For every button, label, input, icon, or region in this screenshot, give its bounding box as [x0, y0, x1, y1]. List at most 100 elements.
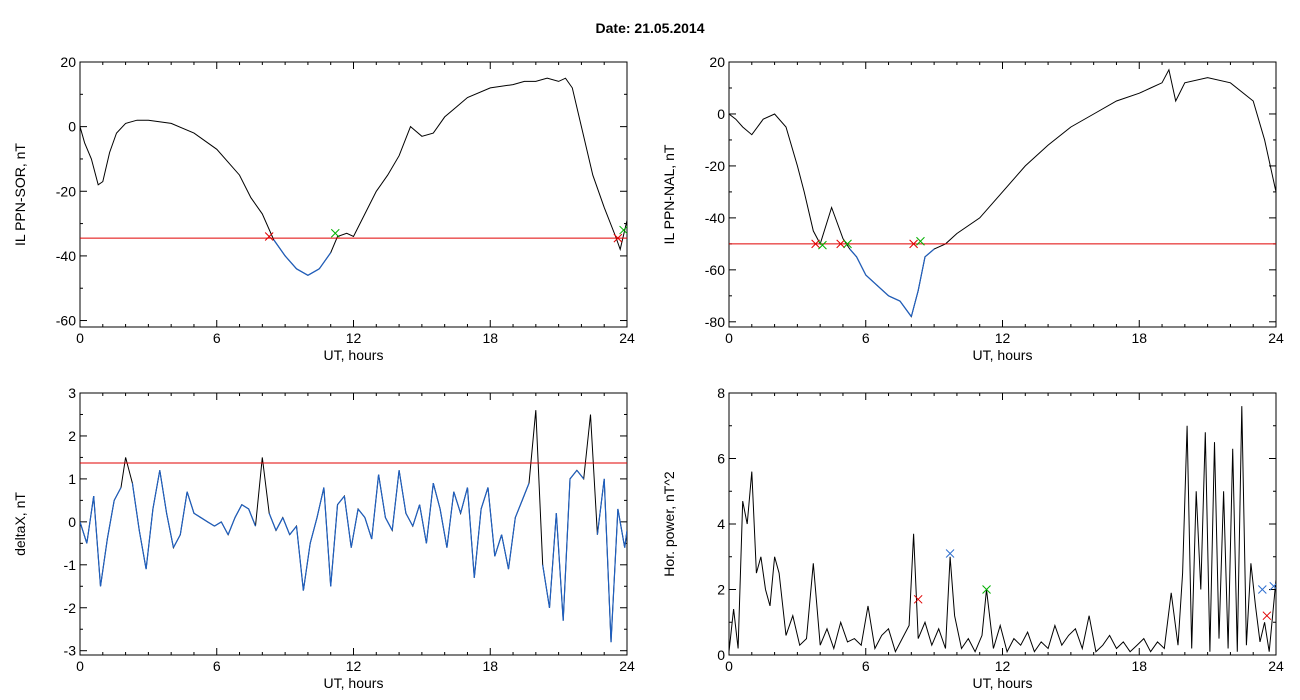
below-threshold-segment — [200, 517, 208, 523]
below-threshold-segment — [275, 517, 284, 531]
marker-blue — [1269, 581, 1276, 591]
page-title: Date: 21.05.2014 — [595, 20, 705, 36]
below-threshold-segment — [307, 268, 320, 276]
x-tick-label: 24 — [619, 330, 635, 346]
marker-stroke — [982, 585, 991, 594]
below-threshold-segment — [343, 496, 352, 548]
below-threshold-segment — [596, 478, 605, 535]
below-threshold-segment — [309, 517, 318, 544]
below-threshold-segment — [876, 284, 889, 297]
marker-green — [982, 585, 991, 594]
below-threshold-segment — [357, 508, 366, 518]
below-threshold-segment — [542, 564, 551, 608]
x-tick-label: 6 — [862, 658, 870, 674]
y-tick-label: -2 — [64, 600, 77, 616]
below-threshold-segment — [603, 478, 612, 643]
below-threshold-segment — [507, 517, 516, 570]
below-threshold-segment — [521, 482, 530, 501]
marker-red — [613, 233, 623, 243]
below-threshold-segment — [172, 534, 181, 548]
below-threshold-segment — [330, 504, 339, 587]
chart-panel-1: 0 6 12 18 24 -60 -40 -20 0 20 UT, hours IL PPN-SOR,… — [12, 54, 635, 363]
below-threshold-segment — [289, 525, 297, 536]
x-tick-label: 18 — [1131, 330, 1147, 346]
below-threshold-segment — [282, 517, 291, 535]
below-threshold-segment — [227, 517, 236, 535]
below-threshold-segment — [113, 487, 122, 501]
marker-stroke — [619, 225, 627, 235]
below-threshold-segment — [234, 504, 243, 518]
below-threshold-segment — [439, 508, 448, 548]
below-threshold-segment — [849, 248, 858, 258]
below-threshold-segment — [284, 255, 297, 270]
below-threshold-segment — [917, 256, 926, 291]
below-threshold-segment — [295, 526, 304, 591]
below-threshold-segment — [193, 512, 202, 519]
below-threshold-segment — [318, 252, 332, 270]
below-threshold-segment — [371, 474, 380, 540]
x-tick-label: 0 — [76, 658, 84, 674]
series-line-1 — [80, 410, 627, 643]
below-threshold-segment — [323, 487, 332, 587]
x-tick-label: 24 — [1268, 658, 1284, 674]
marker-red — [1262, 611, 1272, 621]
x-tick-label: 18 — [1131, 658, 1147, 674]
below-threshold-segment — [576, 469, 585, 480]
marker-red — [909, 239, 918, 249]
below-threshold-segment — [412, 504, 421, 527]
marker-stroke — [1269, 583, 1276, 591]
marker-red — [264, 232, 274, 241]
x-tick-label: 0 — [76, 330, 84, 346]
below-threshold-segment — [145, 508, 154, 570]
y-axis-label: deltaX, nT — [12, 492, 28, 556]
below-threshold-segment — [899, 300, 912, 317]
y-tick-label: -1 — [64, 557, 77, 573]
below-threshold-segment — [316, 487, 325, 518]
plot-frame — [728, 61, 1277, 328]
x-tick-label: 0 — [725, 330, 733, 346]
marker-stroke — [330, 228, 340, 238]
below-threshold-segment — [514, 500, 523, 518]
marker-red — [913, 594, 923, 604]
below-threshold-segment — [569, 469, 578, 480]
y-tick-label: 0 — [68, 119, 76, 135]
x-tick-label: 12 — [346, 658, 362, 674]
y-tick-label: 6 — [717, 451, 725, 467]
below-threshold-segment — [391, 470, 400, 531]
below-threshold-segment — [220, 521, 229, 536]
below-threshold-segment — [99, 538, 108, 587]
below-threshold-segment — [179, 491, 188, 535]
marker-stroke — [945, 549, 955, 558]
below-threshold-segment — [273, 239, 286, 257]
x-tick-label: 18 — [482, 658, 498, 674]
y-tick-label: 3 — [68, 385, 76, 401]
y-axis-label: IL PPN-SOR, nT — [12, 143, 28, 246]
marker-green — [916, 236, 925, 246]
x-tick-label: 6 — [213, 330, 221, 346]
x-axis-label: UT, hours — [324, 347, 384, 363]
below-threshold-segment — [494, 534, 503, 557]
y-tick-label: -40 — [56, 248, 76, 264]
below-threshold-segment — [555, 513, 564, 621]
x-tick-label: 24 — [1268, 330, 1284, 346]
below-threshold-segment — [425, 483, 434, 544]
y-tick-label: -20 — [705, 158, 725, 174]
y-tick-label: 4 — [717, 516, 725, 532]
below-threshold-segment — [453, 491, 462, 514]
below-threshold-segment — [548, 513, 557, 608]
marker-stroke — [916, 236, 925, 246]
below-threshold-segment — [350, 508, 359, 548]
y-tick-label: 0 — [717, 106, 725, 122]
x-axis-label: UT, hours — [324, 675, 384, 691]
below-threshold-segment — [152, 470, 161, 510]
y-tick-label: -40 — [705, 210, 725, 226]
x-axis-label: UT, hours — [973, 675, 1033, 691]
below-threshold-segment — [241, 504, 249, 510]
y-tick-label: -60 — [705, 262, 725, 278]
below-threshold-segment — [80, 521, 88, 544]
below-threshold-segment — [207, 521, 215, 527]
below-threshold-segment — [214, 521, 222, 527]
below-threshold-segment — [480, 487, 489, 510]
plot-frame — [79, 61, 628, 328]
